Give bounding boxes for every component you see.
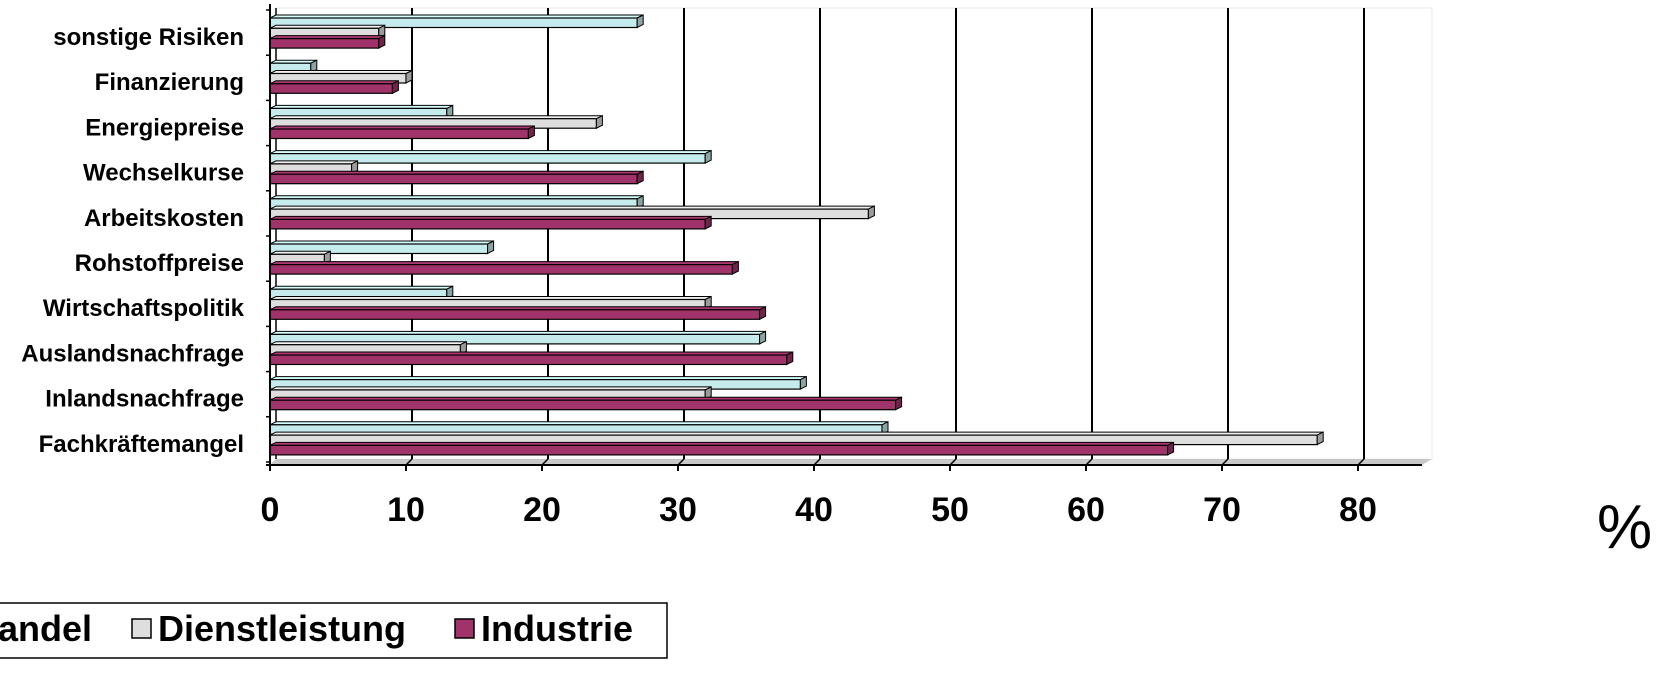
bar-end-face — [323, 250, 331, 265]
category-label: Inlandsnachfrage — [45, 386, 244, 413]
bar-end-face — [459, 340, 467, 356]
x-tick-label: 80 — [1339, 491, 1377, 529]
bar — [269, 194, 644, 210]
bar-end-face — [881, 420, 889, 436]
bar-end-face — [378, 24, 386, 39]
bar-front-face — [269, 444, 1169, 456]
bar-end-face — [704, 149, 712, 164]
legend-item: andel — [0, 608, 92, 649]
bar-end-face — [1167, 441, 1175, 456]
bar-end-face — [799, 375, 807, 390]
bar — [269, 240, 495, 255]
bar — [269, 215, 712, 230]
bar-end-face — [704, 295, 712, 310]
bar — [269, 24, 386, 39]
tick-labels: 0 10 20 30 40 50 60 70 80 — [261, 491, 1377, 529]
bar — [269, 260, 739, 275]
bar-end-face — [867, 205, 875, 220]
bar — [269, 114, 603, 130]
category-label: Fachkräftemangel — [39, 431, 244, 458]
bar-end-face — [636, 170, 644, 185]
bar-front-face — [269, 218, 706, 230]
legend-label: andel — [0, 608, 92, 649]
category-labels: sonstige Risiken Finanzierung Energiepreis… — [21, 24, 244, 458]
category-label: Rohstoffpreise — [75, 250, 244, 277]
bar — [269, 305, 767, 321]
x-tick-label: 70 — [1203, 491, 1241, 529]
category-label: Arbeitskosten — [84, 205, 244, 232]
bar-end-face — [527, 125, 535, 140]
bar-end-face — [786, 351, 794, 366]
bar-end-face — [446, 285, 454, 300]
x-tick-label: 60 — [1067, 491, 1105, 529]
bar-front-face — [269, 354, 788, 366]
bar-end-face — [759, 330, 767, 345]
bar-end-face — [595, 114, 603, 130]
legend-swatch — [454, 618, 475, 639]
legend-box — [0, 602, 668, 659]
bar-end-face — [351, 160, 359, 175]
bar-end-face — [310, 59, 318, 74]
x-axis-unit-label: % — [1597, 493, 1652, 562]
bar — [269, 396, 903, 411]
bar — [269, 125, 535, 140]
x-axis — [266, 4, 1422, 471]
bar-end-face — [378, 34, 386, 49]
bar — [269, 79, 399, 95]
legend-swatch — [131, 618, 152, 639]
x-tick-label: 20 — [523, 491, 561, 529]
x-tick-label: 0 — [261, 491, 280, 529]
bar-end-face — [895, 396, 903, 411]
legend: andel Dienstleistung Industrie — [0, 602, 668, 659]
legend-item: Dienstleistung — [131, 608, 406, 649]
bar-end-face — [391, 79, 399, 95]
x-tick-label: 50 — [931, 491, 969, 529]
bar-end-face — [446, 104, 454, 119]
bar-front-face — [269, 83, 394, 94]
category-label: Wechselkurse — [83, 160, 244, 187]
category-label: Auslandsnachfrage — [21, 340, 244, 367]
bar-front-face — [269, 128, 529, 140]
legend-label: Industrie — [481, 608, 633, 649]
plot-floor — [270, 459, 1432, 465]
bar — [269, 170, 644, 185]
legend-item: Industrie — [454, 608, 633, 649]
bar-front-face — [269, 264, 733, 275]
bar-end-face — [487, 240, 495, 255]
bar-front-face — [269, 37, 380, 49]
x-tick-label: 40 — [795, 491, 833, 529]
bar — [269, 149, 712, 164]
bar — [269, 34, 386, 49]
bar-end-face — [405, 69, 413, 84]
category-label: Energiepreise — [85, 114, 244, 141]
category-label: Wirtschaftspolitik — [43, 295, 245, 322]
bars — [269, 14, 1324, 456]
category-label: sonstige Risiken — [53, 24, 244, 51]
bar-front-face — [269, 309, 761, 320]
bar-end-face — [704, 386, 712, 401]
category-label: Finanzierung — [95, 69, 244, 96]
bar-front-face — [269, 399, 897, 411]
bar — [269, 441, 1175, 456]
bar-end-face — [636, 14, 644, 29]
bar — [269, 351, 794, 366]
legend-label: Dienstleistung — [158, 608, 406, 649]
x-tick-label: 30 — [659, 491, 697, 529]
bar-end-face — [704, 215, 712, 230]
bar-end-face — [731, 260, 739, 275]
bar-end-face — [1316, 431, 1324, 446]
bar-end-face — [759, 305, 767, 321]
bar-end-face — [636, 194, 644, 210]
bar-front-face — [269, 173, 638, 185]
bar — [269, 59, 318, 74]
x-tick-label: 10 — [387, 491, 425, 529]
